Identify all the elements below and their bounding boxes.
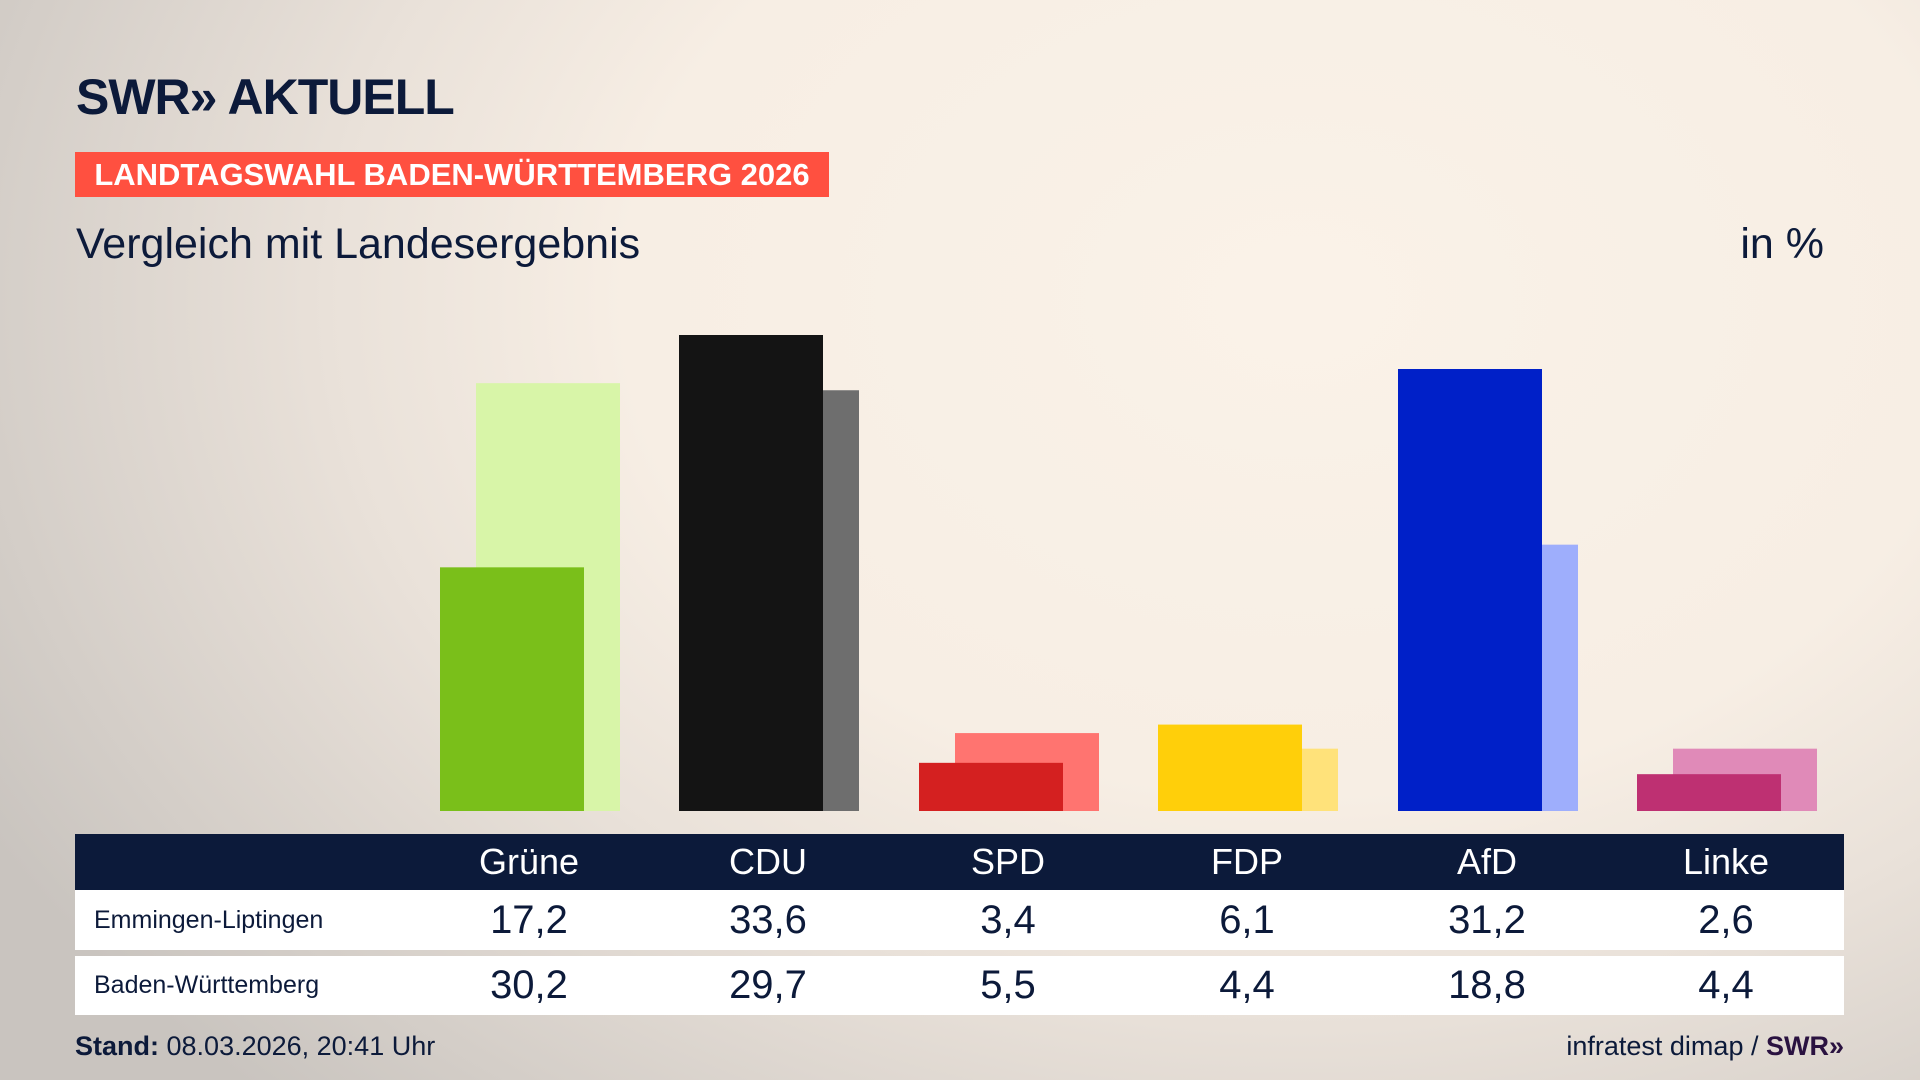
column-header: AfD bbox=[1456, 841, 1517, 882]
local-bar-spd bbox=[919, 762, 1063, 811]
value-cell: 4,4 bbox=[1698, 963, 1754, 1007]
stand-label: Stand: bbox=[75, 1031, 159, 1061]
value-cell: 31,2 bbox=[1448, 897, 1526, 942]
stand-value: 08.03.2026, 20:41 Uhr bbox=[166, 1031, 436, 1061]
swr-logo: SWR» bbox=[1765, 1031, 1844, 1061]
local-bar-afd bbox=[1398, 369, 1542, 811]
value-cell: 3,4 bbox=[980, 897, 1036, 942]
row-label: Baden-Württemberg bbox=[94, 971, 320, 999]
value-cell: 33,6 bbox=[729, 897, 807, 942]
column-header: SPD bbox=[970, 841, 1046, 882]
row-label: Emmingen-Liptingen bbox=[94, 905, 324, 934]
value-cell: 2,6 bbox=[1698, 897, 1754, 942]
local-bar-linke bbox=[1637, 774, 1781, 811]
table-row: Baden-Württemberg 30,2 29,7 5,5 4,4 18,8 4,4 bbox=[75, 956, 1844, 1015]
value-cell: 29,7 bbox=[729, 963, 807, 1007]
election-banner: LANDTAGSWAHL BADEN-WÜRTTEMBERG 2026 bbox=[75, 152, 829, 197]
column-header: FDP bbox=[1211, 841, 1283, 882]
swr-aktuell-logo: SWR» AKTUELL bbox=[76, 69, 455, 125]
local-bar-fdp bbox=[1158, 724, 1302, 811]
column-header: Grüne bbox=[478, 841, 580, 882]
value-cell: 18,8 bbox=[1448, 963, 1526, 1007]
table-header: Grüne CDU SPD FDP AfD Linke bbox=[75, 834, 1844, 890]
source: infratest dimap / SWR» bbox=[1566, 1031, 1844, 1062]
value-cell: 30,2 bbox=[490, 963, 568, 1007]
value-cell: 5,5 bbox=[980, 963, 1036, 1007]
value-cell: 6,1 bbox=[1219, 897, 1275, 942]
value-cell: 4,4 bbox=[1219, 963, 1275, 1007]
timestamp: Stand: 08.03.2026, 20:41 Uhr bbox=[75, 1031, 435, 1062]
local-bar-cdu bbox=[679, 335, 823, 811]
table-row: Emmingen-Liptingen 17,2 33,6 3,4 6,1 31,2 2,6 bbox=[75, 890, 1844, 950]
chart-title: Vergleich mit Landesergebnis bbox=[76, 220, 641, 268]
source-text: infratest dimap / bbox=[1566, 1031, 1759, 1061]
value-cell: 17,2 bbox=[490, 897, 568, 942]
local-bar-gruene bbox=[440, 567, 584, 811]
unit-label: in % bbox=[1740, 220, 1824, 268]
column-header: CDU bbox=[729, 841, 807, 882]
column-header: Linke bbox=[1682, 841, 1770, 882]
